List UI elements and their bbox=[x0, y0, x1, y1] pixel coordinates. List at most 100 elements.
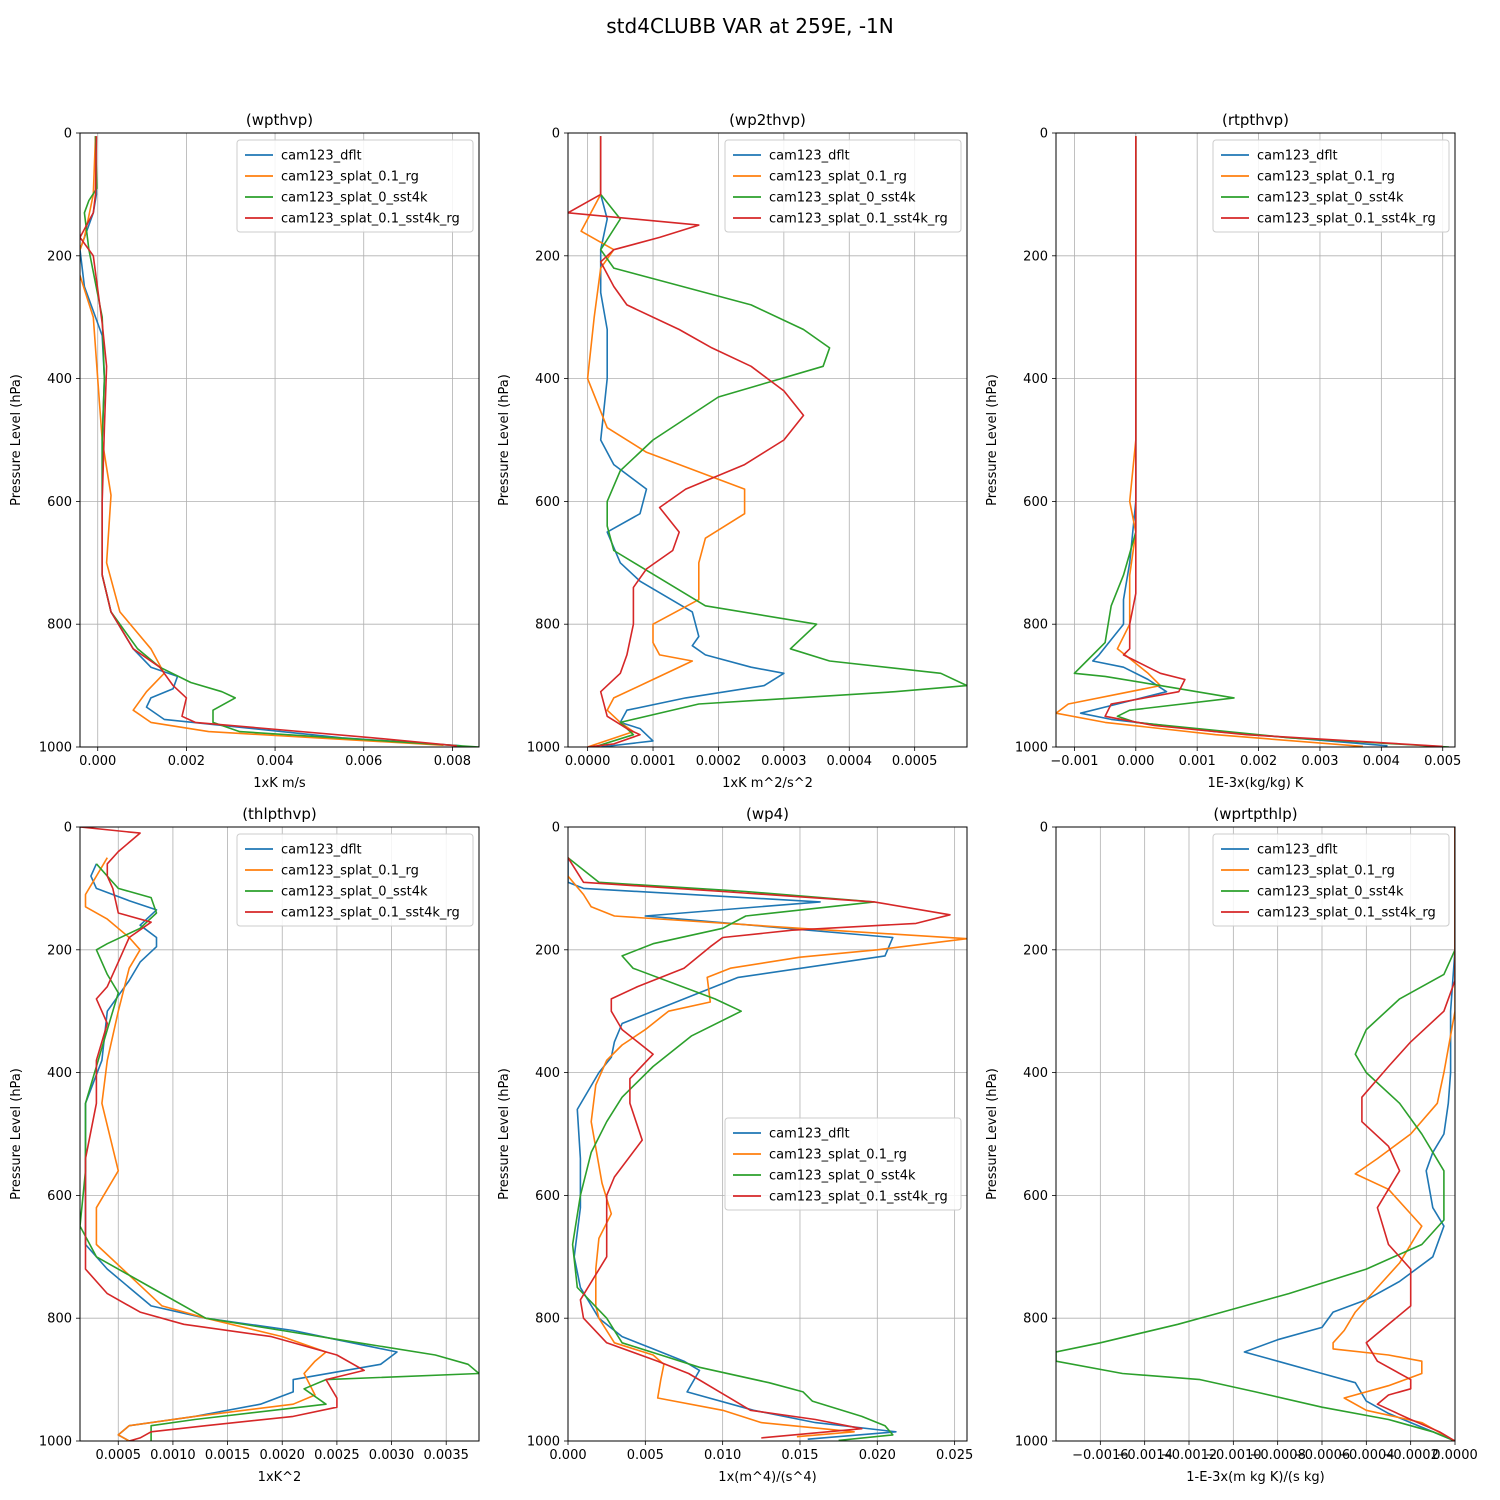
y-tick-label: 200 bbox=[47, 249, 72, 264]
x-tick-label: 0.005 bbox=[1424, 754, 1461, 769]
series-line-cam123_splat_0.1_sst4k_rg bbox=[568, 857, 951, 1439]
legend-label: cam123_splat_0_sst4k bbox=[769, 191, 916, 206]
y-tick-label: 1000 bbox=[527, 741, 560, 756]
legend-box bbox=[724, 1117, 962, 1211]
series-line-cam123_splat_0_sst4k bbox=[593, 136, 967, 747]
legend-box bbox=[724, 139, 962, 233]
x-tick-label: 0.015 bbox=[781, 1448, 818, 1463]
y-tick-label: 600 bbox=[1023, 1189, 1048, 1204]
series-line-cam123_splat_0.1_sst4k_rg bbox=[1361, 827, 1455, 1441]
subplot-thlpthvp: 0.0005 0.0010 0.0015 0.0020 0.0025 0.0030 0.00… bbox=[9, 805, 480, 1485]
legend-box bbox=[1212, 139, 1450, 233]
subplot-wprtpthlp: −0.0016−0.0014−0.0012−0.0010−0.0008−0.00… bbox=[985, 805, 1478, 1485]
y-axis-label: Pressure Level (hPa) bbox=[985, 1068, 1000, 1200]
series-group bbox=[1056, 136, 1449, 747]
y-tick-label: 0 bbox=[552, 127, 560, 142]
series-line-cam123_splat_0.1_rg bbox=[568, 875, 967, 1438]
subplot-title: (wprtpthlp) bbox=[1213, 805, 1297, 823]
y-tick-label: 1000 bbox=[39, 741, 72, 756]
series-line-cam123_splat_0.1_rg bbox=[1332, 827, 1455, 1441]
subplot-title: (thlpthvp) bbox=[242, 805, 317, 823]
series-group bbox=[80, 136, 479, 747]
series-line-cam123_splat_0_sst4k bbox=[1056, 827, 1455, 1441]
legend-label: cam123_splat_0.1_sst4k_rg bbox=[769, 212, 948, 227]
x-tick-label: 0.0025 bbox=[314, 1448, 360, 1463]
legend-label: cam123_splat_0.1_rg bbox=[769, 170, 907, 185]
series-group bbox=[80, 827, 479, 1441]
x-axis-label: 1x(m^4)/(s^4) bbox=[718, 1470, 816, 1485]
subplot-title: (wp2thvp) bbox=[729, 111, 806, 129]
legend-label: cam123_splat_0.1_sst4k_rg bbox=[1257, 906, 1436, 921]
x-tick-label: 0.0005 bbox=[892, 754, 938, 769]
series-line-cam123_splat_0.1_rg bbox=[1056, 136, 1363, 747]
x-tick-label: −0.0012 bbox=[1161, 1448, 1217, 1463]
y-tick-label: 200 bbox=[535, 943, 560, 958]
y-tick-label: 800 bbox=[535, 618, 560, 633]
legend-label: cam123_splat_0_sst4k bbox=[1257, 191, 1404, 206]
legend-box bbox=[1212, 833, 1450, 927]
x-axis-label: 1E-3x(kg/kg) K bbox=[1208, 776, 1304, 791]
y-tick-label: 1000 bbox=[39, 1435, 72, 1450]
series-line-cam123_splat_0.1_rg bbox=[84, 857, 327, 1441]
plot-area bbox=[568, 133, 967, 747]
y-tick-label: 200 bbox=[47, 943, 72, 958]
legend-box bbox=[236, 139, 474, 233]
x-tick-label: 0.0010 bbox=[150, 1448, 196, 1463]
y-tick-label: 0 bbox=[64, 821, 72, 836]
y-tick-label: 400 bbox=[1023, 1066, 1048, 1081]
legend-label: cam123_splat_0_sst4k bbox=[1257, 885, 1404, 900]
legend: cam123_dflt cam123_splat_0.1_rg cam123_spl… bbox=[1212, 833, 1450, 927]
y-tick-label: 400 bbox=[47, 372, 72, 387]
y-tick-label: 600 bbox=[535, 495, 560, 510]
plot-area bbox=[1056, 133, 1455, 747]
y-tick-label: 800 bbox=[535, 1312, 560, 1327]
series-line-cam123_splat_0_sst4k bbox=[568, 857, 894, 1441]
x-axis-label: 1xK m^2/s^2 bbox=[722, 776, 813, 791]
x-tick-label: 0.008 bbox=[434, 754, 471, 769]
x-tick-label: −0.0006 bbox=[1294, 1448, 1350, 1463]
legend-label: cam123_dflt bbox=[769, 149, 850, 164]
subplot-title: (wp4) bbox=[746, 805, 789, 823]
y-tick-label: 800 bbox=[47, 618, 72, 633]
x-axis-label: 1-E-3x(m kg K)/(s kg) bbox=[1186, 1470, 1324, 1485]
legend-label: cam123_splat_0.1_rg bbox=[1257, 864, 1395, 879]
legend: cam123_dflt cam123_splat_0.1_rg cam123_spl… bbox=[236, 833, 474, 927]
axes-frame bbox=[79, 132, 480, 748]
y-tick-label: 1000 bbox=[527, 1435, 560, 1450]
series-line-cam123_dflt bbox=[1079, 136, 1388, 747]
x-tick-label: 0.0020 bbox=[259, 1448, 305, 1463]
subplot-wp4: 0.000 0.005 0.010 0.015 0.020 0.025 0 200 400 600… bbox=[497, 805, 973, 1485]
series-line-cam123_splat_0.1_sst4k_rg bbox=[568, 136, 805, 747]
x-tick-label: 0.0000 bbox=[565, 754, 611, 769]
x-tick-label: 0.004 bbox=[256, 754, 293, 769]
legend-label: cam123_dflt bbox=[281, 149, 362, 164]
x-tick-label: 0.020 bbox=[859, 1448, 896, 1463]
legend: cam123_dflt cam123_splat_0.1_rg cam123_spl… bbox=[1212, 139, 1450, 233]
x-tick-label: −0.0014 bbox=[1116, 1448, 1172, 1463]
x-tick-label: 0.006 bbox=[345, 754, 382, 769]
legend-label: cam123_dflt bbox=[1257, 149, 1338, 164]
y-tick-label: 600 bbox=[1023, 495, 1048, 510]
x-tick-label: 0.004 bbox=[1363, 754, 1400, 769]
axes-frame bbox=[567, 826, 968, 1442]
y-axis-label: Pressure Level (hPa) bbox=[497, 1068, 512, 1200]
y-tick-label: 400 bbox=[1023, 372, 1048, 387]
legend-label: cam123_dflt bbox=[1257, 843, 1338, 858]
y-tick-label: 800 bbox=[1023, 1312, 1048, 1327]
legend-label: cam123_splat_0_sst4k bbox=[769, 1169, 916, 1184]
x-tick-label: 0.000 bbox=[79, 754, 116, 769]
x-tick-label: 0.0015 bbox=[205, 1448, 251, 1463]
x-tick-label: 0.000 bbox=[1117, 754, 1154, 769]
subplot-wp2thvp: 0.0000 0.0001 0.0002 0.0003 0.0004 0.0005 0 200… bbox=[497, 111, 968, 791]
legend: cam123_dflt cam123_splat_0.1_rg cam123_spl… bbox=[724, 139, 962, 233]
x-tick-label: 0.0002 bbox=[696, 754, 742, 769]
x-tick-label: 0.001 bbox=[1179, 754, 1216, 769]
legend-label: cam123_splat_0_sst4k bbox=[281, 885, 428, 900]
x-tick-label: 0.003 bbox=[1301, 754, 1338, 769]
y-axis-label: Pressure Level (hPa) bbox=[985, 374, 1000, 506]
x-tick-label: 0.0004 bbox=[827, 754, 873, 769]
legend-label: cam123_splat_0.1_sst4k_rg bbox=[1257, 212, 1436, 227]
x-tick-label: 0.0003 bbox=[761, 754, 807, 769]
x-tick-label: 0.002 bbox=[168, 754, 205, 769]
